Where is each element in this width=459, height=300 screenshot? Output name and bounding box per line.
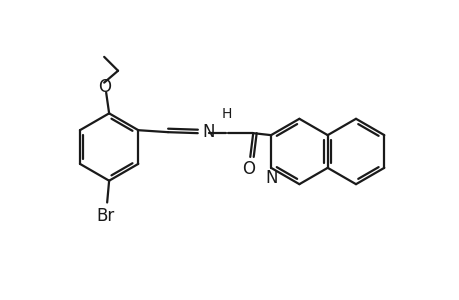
Text: N: N bbox=[202, 123, 215, 141]
Text: Br: Br bbox=[96, 207, 114, 225]
Text: O: O bbox=[241, 160, 254, 178]
Text: H: H bbox=[221, 107, 231, 121]
Text: N: N bbox=[265, 169, 278, 187]
Text: O: O bbox=[97, 78, 111, 96]
